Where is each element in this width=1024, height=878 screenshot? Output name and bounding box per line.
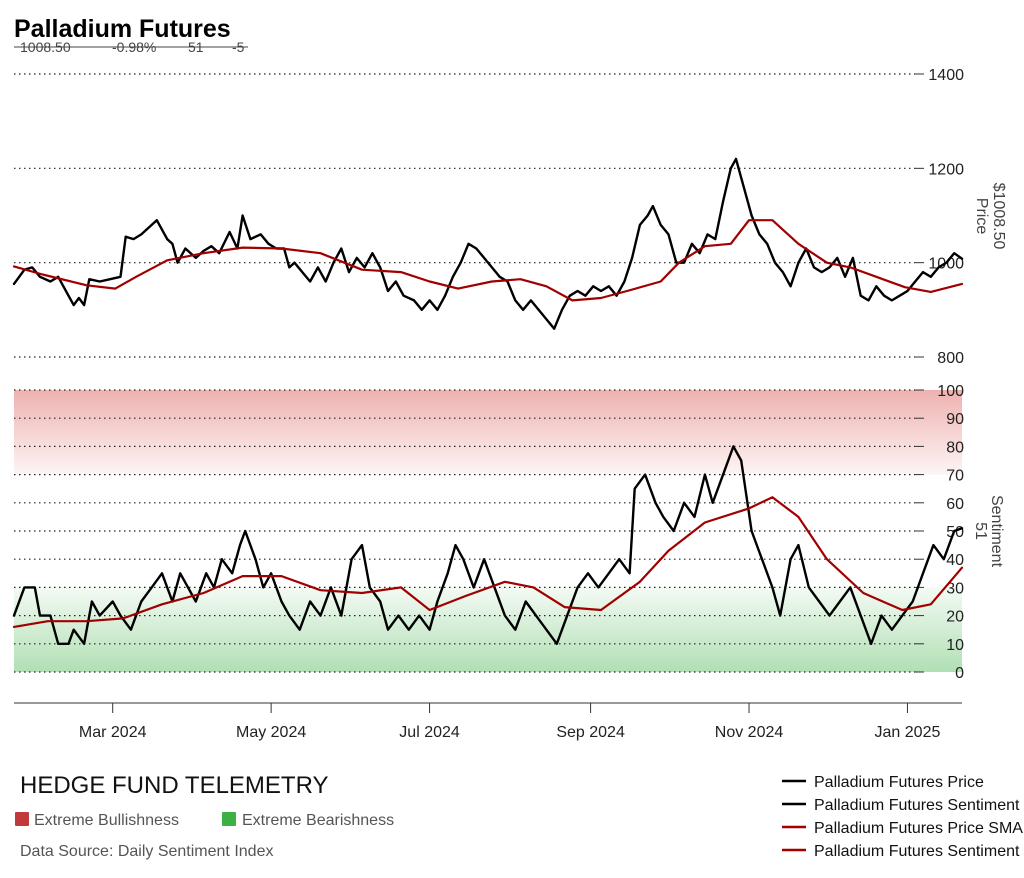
sentiment-axis-label: Sentiment — [988, 495, 1005, 568]
sentiment-sma-line — [12, 496, 964, 628]
x-tick-label: May 2024 — [236, 724, 306, 741]
sentiment-tick-label: 40 — [946, 552, 964, 569]
legend: Palladium Futures Price Palladium Futures… — [782, 774, 1024, 860]
sentiment-tick-label: 60 — [946, 496, 964, 513]
legend-label: Palladium Futures Price — [814, 774, 984, 791]
sentiment-tick-label: 100 — [937, 383, 964, 400]
sentiment-line — [12, 445, 964, 645]
x-tick-label: Nov 2024 — [715, 724, 784, 741]
data-source: Data Source: Daily Sentiment Index — [20, 843, 273, 860]
price-tick-label: 800 — [937, 350, 964, 367]
x-axis: Mar 2024 May 2024 Jul 2024 Sep 2024 Nov 2024… — [14, 702, 962, 741]
extreme-bearish-zone — [14, 587, 962, 672]
legend-label: Palladium Futures Price SMA — [814, 820, 1023, 837]
price-tick-label: 1400 — [928, 67, 964, 84]
price-sma-line — [12, 219, 964, 302]
sentiment-axis-value: 51 — [972, 522, 989, 540]
sentiment-tick-label: 70 — [946, 468, 964, 485]
sentiment-tick-label: 20 — [946, 609, 964, 626]
sentiment-tick-label: 30 — [946, 580, 964, 597]
price-axis-label: Price — [973, 198, 990, 235]
x-tick-label: Sep 2024 — [556, 724, 625, 741]
extreme-bull-label: Extreme Bullishness — [34, 812, 179, 829]
x-tick-label: Mar 2024 — [79, 724, 147, 741]
extreme-bullish-zone — [14, 390, 962, 475]
extreme-bear-swatch — [222, 812, 236, 826]
sentiment-series-layer — [12, 445, 964, 645]
x-tick-label: Jan 2025 — [875, 724, 941, 741]
sentiment-tick-label: 50 — [946, 524, 964, 541]
brand-name: HEDGE FUND TELEMETRY — [20, 772, 329, 799]
chart-title: Palladium Futures — [14, 15, 231, 43]
x-tick-label: Jul 2024 — [399, 724, 460, 741]
extreme-bear-label: Extreme Bearishness — [242, 812, 394, 829]
sentiment-grid: 0 10 20 30 40 50 60 70 80 90 100 — [14, 383, 964, 682]
sentiment-tick-label: 80 — [946, 439, 964, 456]
extreme-bull-swatch — [15, 812, 29, 826]
price-line — [12, 157, 964, 330]
sentiment-tick-label: 10 — [946, 637, 964, 654]
legend-label: Palladium Futures Sentiment — [814, 797, 1020, 814]
legend-label: Palladium Futures Sentiment SMA — [814, 843, 1024, 860]
price-series-layer — [12, 157, 964, 330]
sentiment-tick-label: 90 — [946, 411, 964, 428]
price-axis-value: $1008.50 — [990, 183, 1007, 250]
price-tick-label: 1200 — [928, 161, 964, 178]
sentiment-tick-label: 0 — [955, 665, 964, 682]
